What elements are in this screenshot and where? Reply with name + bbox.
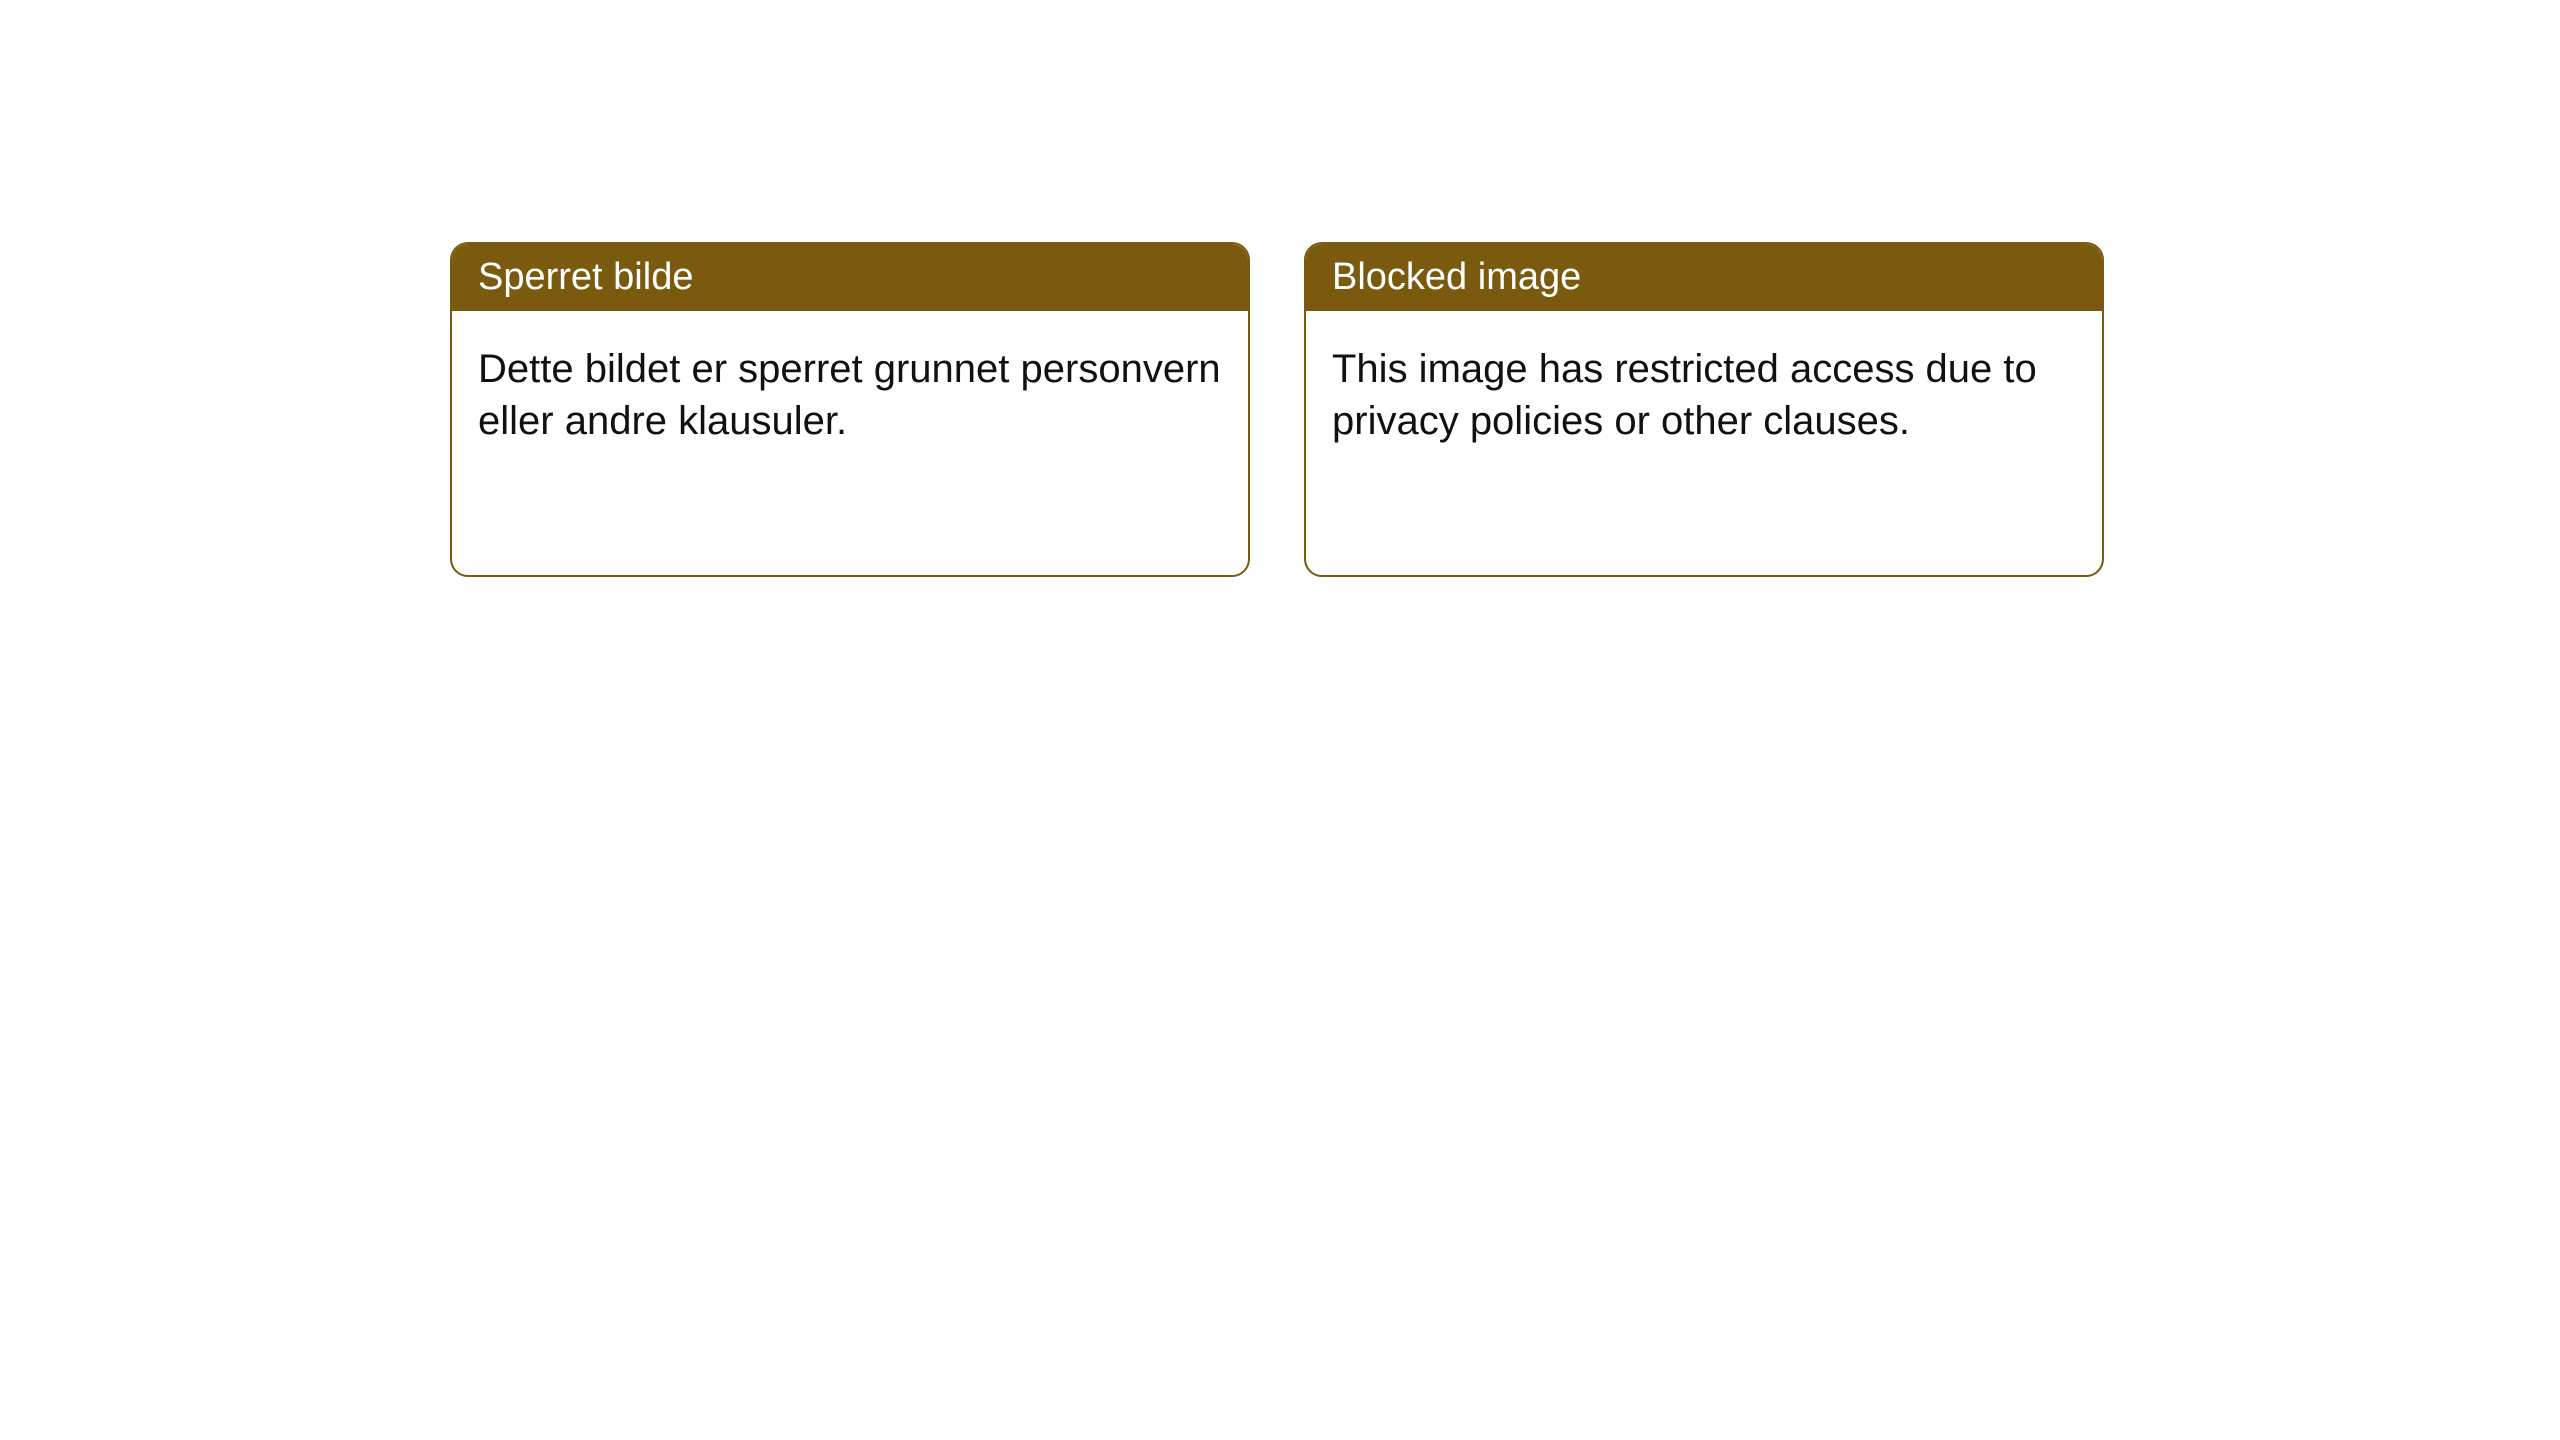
notice-card-norwegian: Sperret bilde Dette bildet er sperret gr… xyxy=(450,242,1250,577)
notice-card-header: Sperret bilde xyxy=(452,244,1248,311)
notice-card-body: Dette bildet er sperret grunnet personve… xyxy=(452,311,1248,479)
notice-cards-container: Sperret bilde Dette bildet er sperret gr… xyxy=(450,242,2104,577)
notice-card-body: This image has restricted access due to … xyxy=(1306,311,2102,479)
notice-card-header: Blocked image xyxy=(1306,244,2102,311)
notice-card-english: Blocked image This image has restricted … xyxy=(1304,242,2104,577)
